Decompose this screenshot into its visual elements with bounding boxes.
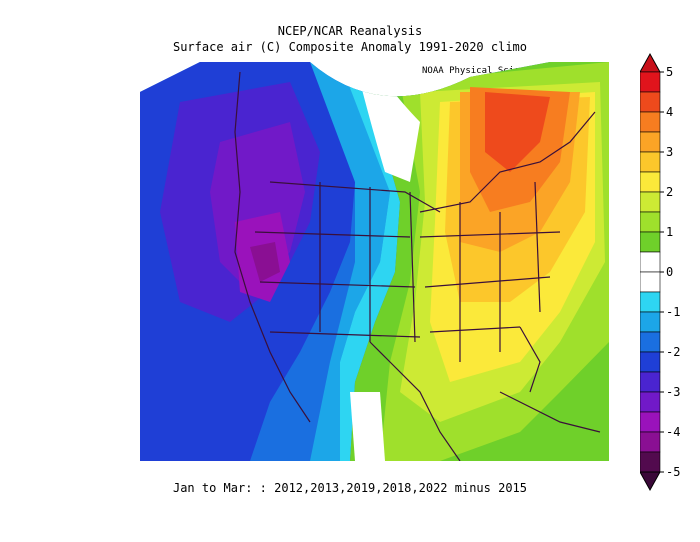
colorbar-bin — [640, 251, 661, 273]
colorbar-bin — [640, 231, 661, 253]
colorbar-bin — [640, 431, 661, 453]
state-boundaries — [234, 71, 601, 461]
colorbar-arrow-top — [640, 52, 661, 73]
colorbar-bin — [640, 111, 661, 133]
colorbar-bin — [640, 151, 661, 173]
colorbar-label: 5 — [666, 65, 673, 79]
colorbar-bin — [640, 131, 661, 153]
colorbar-bin — [640, 371, 661, 393]
colorbar-bin — [640, 391, 661, 413]
colorbar-bin — [640, 411, 661, 433]
colorbar-bin — [640, 171, 661, 193]
colorbar-label: -1 — [666, 305, 680, 319]
colorbar-bin — [640, 311, 661, 333]
footer-caption: Jan to Mar: : 2012,2013,2019,2018,2022 m… — [172, 481, 527, 495]
colorbar-bin — [640, 331, 661, 353]
colorbar-bin — [640, 291, 661, 313]
colorbar-label: -5 — [666, 465, 680, 479]
colorbar-label: 3 — [666, 145, 673, 159]
colorbar-bin — [640, 351, 661, 373]
colorbar-arrow-bottom — [640, 471, 661, 492]
colorbar-bin — [640, 211, 661, 233]
colorbar-label: -3 — [666, 385, 680, 399]
anomaly-map — [140, 62, 609, 461]
colorbar-bin — [640, 71, 661, 93]
map-title: NCEP/NCAR Reanalysis — [277, 24, 423, 38]
map-subtitle: Surface air (C) Composite Anomaly 1991-2… — [172, 40, 527, 54]
colorbar-bin — [640, 91, 661, 113]
colorbar-bin — [640, 451, 661, 473]
colorbar-bin — [640, 271, 661, 293]
colorbar-label: 1 — [666, 225, 673, 239]
colorbar-label: 0 — [666, 265, 673, 279]
colorbar-bin — [640, 191, 661, 213]
colorbar-label: -2 — [666, 345, 680, 359]
colorbar-label: 4 — [666, 105, 673, 119]
colorbar-label: -4 — [666, 425, 680, 439]
colorbar: 5 4 3 2 1 0 -1 -2 -3 -4 -5 — [640, 52, 680, 492]
anomaly-field — [140, 62, 609, 461]
colorbar-label: 2 — [666, 185, 673, 199]
